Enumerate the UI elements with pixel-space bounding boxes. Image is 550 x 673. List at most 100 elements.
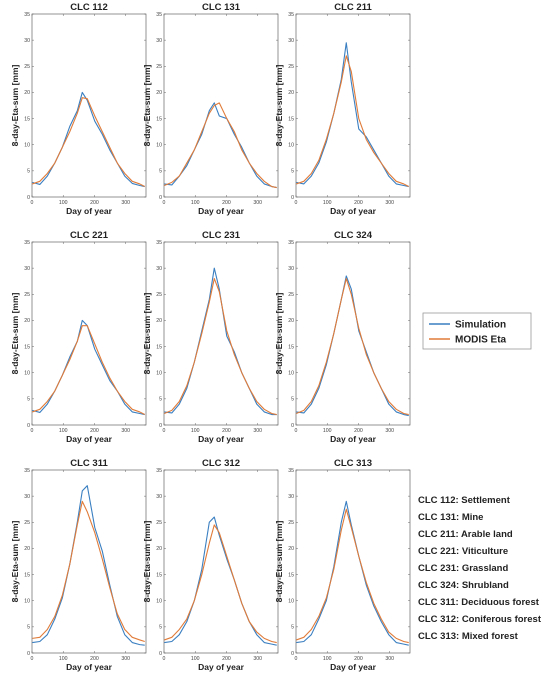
x-tick-label: 100 — [191, 428, 200, 434]
legend: Simulation MODIS Eta — [422, 312, 532, 350]
x-tick-label: 100 — [323, 200, 332, 206]
y-axis-label: 8-day-Eta-sum [mm] — [10, 520, 20, 602]
y-tick-label: 10 — [24, 371, 30, 377]
x-tick-label: 0 — [163, 656, 166, 662]
x-tick-label: 0 — [295, 200, 298, 206]
y-tick-label: 20 — [24, 90, 30, 96]
y-tick-label: 5 — [159, 169, 162, 175]
y-tick-label: 25 — [288, 292, 294, 298]
class-note: CLC 221: Viticulture — [418, 546, 508, 557]
x-tick-label: 200 — [90, 200, 99, 206]
y-tick-label: 20 — [288, 546, 294, 552]
x-axis-label: Day of year — [198, 434, 245, 444]
chart-panel: CLC 324 0 5 10 15 20 25 30 35 0 100 200 300 Day of ye… — [274, 230, 411, 444]
series-line-modis-eta — [296, 508, 409, 644]
y-tick-label: 15 — [156, 572, 162, 578]
chart-panel: CLC 131 0 5 10 15 20 25 30 35 0 100 200 300 Day of ye… — [142, 2, 279, 216]
x-tick-label: 300 — [121, 656, 130, 662]
y-axis-label: 8-day-Eta-sum [mm] — [10, 292, 20, 374]
y-tick-label: 0 — [159, 423, 162, 429]
y-tick-label: 35 — [156, 468, 162, 474]
panel-title: CLC 311 — [70, 458, 108, 469]
x-axis-label: Day of year — [198, 206, 245, 216]
x-axis-label: Day of year — [198, 662, 245, 672]
x-tick-label: 300 — [253, 428, 262, 434]
y-tick-label: 25 — [156, 520, 162, 526]
x-tick-label: 100 — [59, 428, 68, 434]
y-tick-label: 35 — [288, 240, 294, 246]
y-tick-label: 25 — [24, 520, 30, 526]
y-tick-label: 10 — [156, 371, 162, 377]
series-line-simulation — [296, 42, 409, 188]
y-tick-label: 35 — [24, 12, 30, 18]
y-tick-label: 5 — [27, 169, 30, 175]
x-tick-label: 200 — [90, 656, 99, 662]
class-note: CLC 112: Settlement — [418, 495, 511, 506]
y-tick-label: 25 — [24, 292, 30, 298]
x-tick-label: 0 — [31, 428, 34, 434]
y-tick-label: 15 — [24, 116, 30, 122]
x-tick-label: 200 — [222, 428, 231, 434]
y-tick-label: 10 — [24, 599, 30, 605]
x-tick-label: 300 — [253, 656, 262, 662]
series-line-simulation — [296, 500, 409, 646]
y-tick-label: 5 — [291, 625, 294, 631]
class-note: CLC 324: Shrubland — [418, 580, 509, 591]
y-tick-label: 10 — [156, 143, 162, 149]
panel-title: CLC 211 — [334, 2, 372, 13]
x-tick-label: 100 — [323, 428, 332, 434]
series-line-modis-eta — [296, 278, 409, 416]
y-tick-label: 10 — [24, 143, 30, 149]
y-tick-label: 30 — [24, 266, 30, 272]
y-tick-label: 0 — [291, 651, 294, 657]
series-line-modis-eta — [164, 524, 277, 644]
class-note: CLC 231: Grassland — [418, 563, 508, 574]
y-tick-label: 25 — [288, 64, 294, 70]
series-line-modis-eta — [164, 278, 277, 416]
y-tick-label: 35 — [156, 240, 162, 246]
chart-panel: CLC 311 0 5 10 15 20 25 30 35 0 100 200 300 Day of ye… — [10, 458, 147, 672]
chart-panel: CLC 231 0 5 10 15 20 25 30 35 0 100 200 300 Day of ye… — [142, 230, 279, 444]
y-tick-label: 30 — [156, 266, 162, 272]
y-tick-label: 30 — [288, 494, 294, 500]
x-tick-label: 200 — [222, 200, 231, 206]
x-axis-label: Day of year — [330, 662, 377, 672]
y-axis-label: 8-day-Eta-sum [mm] — [142, 520, 152, 602]
y-tick-label: 15 — [288, 572, 294, 578]
y-tick-label: 5 — [27, 397, 30, 403]
panel-title: CLC 312 — [202, 458, 240, 469]
y-tick-label: 5 — [27, 625, 30, 631]
y-tick-label: 30 — [156, 494, 162, 500]
y-tick-label: 30 — [288, 38, 294, 44]
y-tick-label: 10 — [288, 599, 294, 605]
y-tick-label: 30 — [24, 494, 30, 500]
y-tick-label: 35 — [24, 240, 30, 246]
x-tick-label: 0 — [31, 656, 34, 662]
y-tick-label: 20 — [288, 90, 294, 96]
y-tick-label: 35 — [288, 12, 294, 18]
plot-area — [31, 241, 147, 426]
x-axis-label: Day of year — [66, 662, 113, 672]
y-tick-label: 0 — [27, 651, 30, 657]
y-axis-label: 8-day-Eta-sum [mm] — [274, 292, 284, 374]
y-tick-label: 0 — [291, 195, 294, 201]
x-tick-label: 100 — [191, 656, 200, 662]
x-tick-label: 0 — [163, 428, 166, 434]
y-tick-label: 20 — [156, 546, 162, 552]
series-line-modis-eta — [32, 97, 146, 188]
y-tick-label: 20 — [288, 318, 294, 324]
y-tick-label: 15 — [288, 344, 294, 350]
y-tick-label: 35 — [156, 12, 162, 18]
x-tick-label: 300 — [121, 200, 130, 206]
y-tick-label: 35 — [24, 468, 30, 474]
y-tick-label: 25 — [156, 64, 162, 70]
y-tick-label: 5 — [291, 169, 294, 175]
y-tick-label: 0 — [27, 195, 30, 201]
y-tick-label: 10 — [288, 143, 294, 149]
x-tick-label: 100 — [191, 200, 200, 206]
y-tick-label: 5 — [291, 397, 294, 403]
y-tick-label: 0 — [291, 423, 294, 429]
class-note: CLC 313: Mixed forest — [418, 631, 519, 642]
x-tick-label: 200 — [90, 428, 99, 434]
series-line-simulation — [32, 485, 145, 646]
